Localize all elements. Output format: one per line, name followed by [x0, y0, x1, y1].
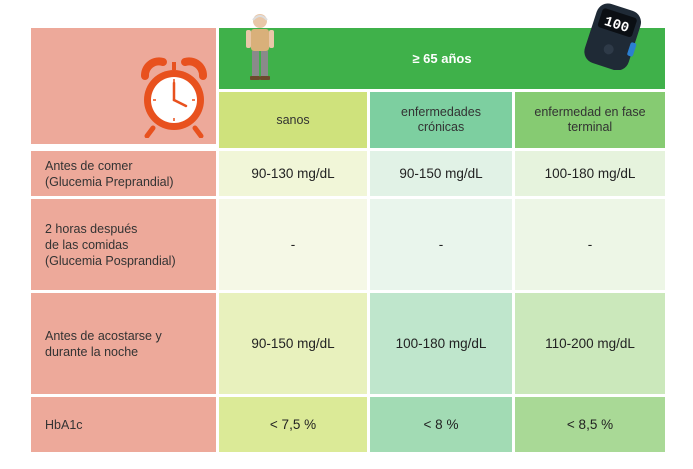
column-header-healthy: sanos: [219, 92, 367, 148]
table-cell: 90-130 mg/dL: [219, 151, 367, 196]
glucometer-reading: 100: [602, 14, 631, 37]
table-cell: 100-180 mg/dL: [515, 151, 665, 196]
column-header-chronic: enfermedades crónicas: [370, 92, 512, 148]
row-label-postprandial: 2 horas después de las comidas (Glucemia…: [31, 199, 216, 290]
table-cell: 90-150 mg/dL: [219, 293, 367, 394]
table-cell: -: [515, 199, 665, 290]
row-label-bedtime: Antes de acostarse y durante la noche: [31, 293, 216, 394]
table-cell: 110-200 mg/dL: [515, 293, 665, 394]
column-header-terminal: enfermedad en fase terminal: [515, 92, 665, 148]
corner-cell: [31, 28, 216, 144]
table-cell: 90-150 mg/dL: [370, 151, 512, 196]
glucometer-icon: 100: [584, 3, 642, 70]
alarm-clock-icon: [141, 57, 207, 138]
table-cell: -: [370, 199, 512, 290]
row-label-hba1c: HbA1c: [31, 397, 216, 452]
table-cell: 100-180 mg/dL: [370, 293, 512, 394]
table-cell: -: [219, 199, 367, 290]
age-group-label: ≥ 65 años: [412, 51, 472, 66]
table-cell: < 8 %: [370, 397, 512, 452]
table-cell: < 7,5 %: [219, 397, 367, 452]
table-cell: < 8,5 %: [515, 397, 665, 452]
elderly-man-icon: [246, 14, 274, 80]
row-label-preprandial: Antes de comer (Glucemia Preprandial): [31, 151, 216, 196]
